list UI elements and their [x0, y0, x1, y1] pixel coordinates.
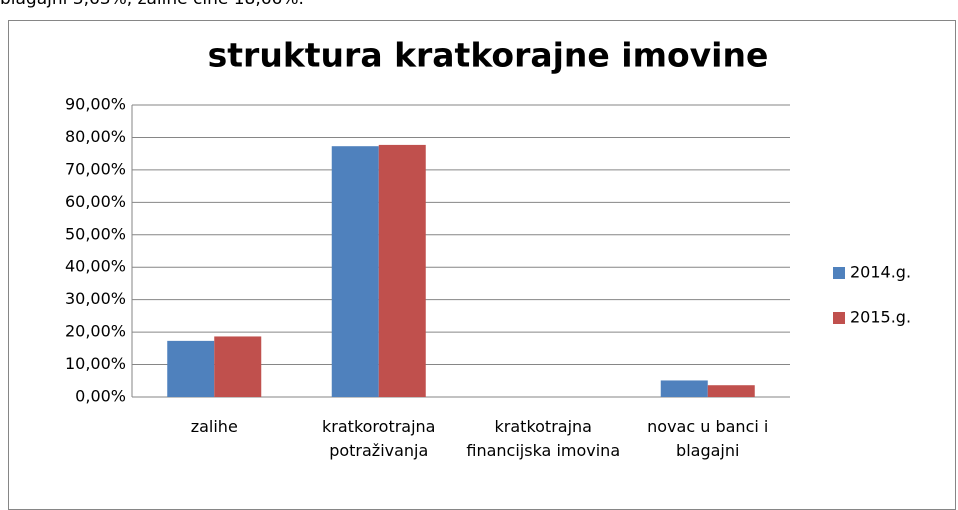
y-tick-label: 70,00% [65, 159, 126, 178]
y-tick-label: 80,00% [65, 127, 126, 146]
y-tick-label: 0,00% [75, 387, 126, 406]
document-text: blagajni 3,63%, zalihe čine 18,66%. [0, 0, 304, 9]
bar [167, 340, 215, 397]
y-tick-label: 90,00% [65, 95, 126, 114]
x-tick-label: kratkotrajna financijska imovina [466, 417, 621, 460]
bar [378, 144, 426, 397]
legend-label: 2014.g. [850, 263, 911, 282]
chart-title: struktura kratkorajne imovine [208, 36, 769, 75]
bar [214, 336, 262, 397]
legend-swatch [833, 312, 845, 324]
bar [707, 385, 755, 397]
bar [331, 146, 379, 397]
y-tick-label: 10,00% [65, 354, 126, 373]
x-tick-label: zalihe [190, 417, 238, 436]
x-tick-label: novac u banci i blagajni [647, 417, 769, 460]
legend-swatch [833, 267, 845, 279]
bar [660, 380, 708, 397]
y-tick-label: 30,00% [65, 289, 126, 308]
legend-label: 2015.g. [850, 308, 911, 327]
y-tick-label: 50,00% [65, 224, 126, 243]
y-tick-label: 40,00% [65, 257, 126, 276]
y-tick-label: 20,00% [65, 322, 126, 341]
x-tick-label: kratkorotrajna potraživanja [322, 417, 436, 460]
y-tick-label: 60,00% [65, 192, 126, 211]
